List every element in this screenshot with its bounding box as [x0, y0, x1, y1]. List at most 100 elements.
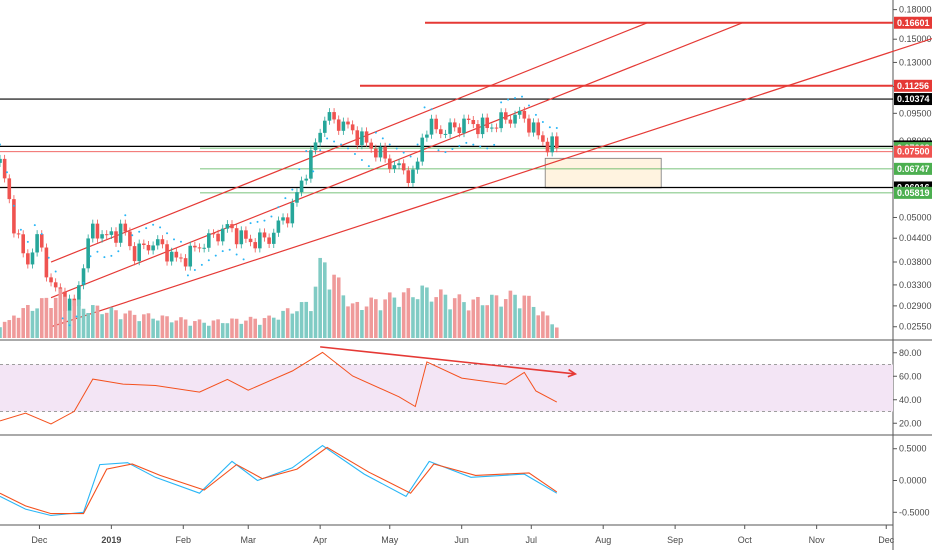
volume-bar [128, 310, 132, 338]
sar-dot [242, 258, 245, 261]
volume-bar [550, 324, 554, 338]
rsi-line [0, 351, 558, 425]
volume-bar [503, 299, 508, 338]
time-tick-label: Sep [667, 535, 683, 545]
sar-dot [333, 140, 336, 143]
candle-body [39, 234, 44, 248]
candle-body [541, 135, 545, 142]
candle-body [485, 117, 489, 129]
price-tick-label: 0.18000 [899, 5, 932, 15]
candle-body [466, 118, 471, 120]
sar-dot [96, 250, 99, 253]
candle-body [531, 122, 536, 133]
sar-dot [0, 143, 1, 146]
volume-bar [531, 306, 536, 338]
candle-body [369, 142, 373, 149]
volume-bar [443, 294, 448, 338]
candle-body [360, 131, 364, 146]
sar-dot [326, 137, 329, 140]
candle-body [378, 146, 383, 158]
volume-bar [137, 321, 141, 338]
volume-bar [91, 305, 95, 338]
volume-bar [188, 325, 193, 338]
volume-bar [39, 298, 44, 338]
volume-bar [244, 320, 248, 338]
candle-body [271, 232, 276, 244]
candle-body [341, 121, 346, 131]
candle-body [517, 110, 522, 115]
candle-body [155, 239, 160, 246]
volume-bar [146, 313, 151, 338]
volume-bar [169, 322, 174, 338]
sar-dot [555, 126, 558, 129]
sar-dot [284, 197, 287, 200]
volume-bar [369, 297, 373, 338]
volume-bar [86, 312, 90, 338]
sar-dot [367, 165, 370, 168]
macd-tick-label: 0.5000 [899, 444, 927, 454]
volume-bar [545, 315, 550, 338]
sar-dot [514, 97, 517, 100]
candle-body [109, 231, 114, 235]
rsi-tick-label: 60.00 [899, 371, 922, 381]
sar-dot [472, 143, 475, 146]
candle-body [179, 257, 183, 259]
volume-bar [397, 306, 401, 338]
volume-bar [299, 302, 304, 338]
volume-bar [35, 308, 39, 338]
volume-bar [462, 302, 466, 338]
price-tick-label: 0.13000 [899, 57, 932, 67]
level-badge-label: 0.07500 [897, 147, 930, 157]
rsi-tick-label: 40.00 [899, 395, 922, 405]
volume-bar [341, 295, 346, 338]
volume-bar [401, 292, 406, 338]
volume-bar [114, 310, 118, 338]
sar-dot [521, 95, 523, 98]
level-badge-label: 0.16601 [897, 18, 930, 28]
candle-body [299, 180, 304, 193]
sar-dot [409, 155, 412, 158]
candle-body [285, 217, 290, 224]
sar-dot [89, 255, 92, 258]
candle-body [146, 244, 151, 251]
sar-dot [388, 143, 391, 146]
volume-bar [285, 308, 290, 338]
candle-body [383, 146, 387, 159]
candle-body [220, 228, 225, 242]
volume-bar [420, 285, 425, 338]
volume-bar [471, 299, 476, 338]
sar-dot [360, 158, 363, 161]
volume-bar [77, 299, 81, 338]
sar-dot [437, 149, 440, 152]
volume-bar [258, 324, 262, 338]
price-tick-label: 0.02550 [899, 322, 932, 332]
candle-body [392, 165, 397, 169]
volume-bar [30, 310, 35, 338]
sar-dot [465, 141, 468, 144]
volume-bar [100, 314, 104, 338]
candle-body [336, 119, 341, 131]
volume-bar [522, 295, 527, 338]
macd-signal-line [0, 446, 558, 515]
candle-body [160, 239, 165, 245]
candle-body [415, 161, 420, 170]
sar-dot [152, 223, 155, 226]
volume-bar [211, 320, 216, 338]
sar-dot [221, 250, 224, 253]
sar-dot [312, 170, 315, 173]
volume-bar [44, 297, 49, 338]
candle-body [49, 277, 53, 283]
volume-bar [527, 295, 531, 338]
candle-body [0, 158, 2, 163]
sar-dot [381, 137, 384, 140]
level-badge [894, 79, 932, 92]
sar-dot [200, 263, 203, 266]
sar-dot [235, 253, 238, 256]
sar-dot [145, 227, 148, 230]
candle-body [332, 112, 336, 120]
volume-bar [304, 301, 309, 338]
sar-dot [541, 121, 544, 124]
level-badge [894, 162, 932, 175]
volume-bar [355, 301, 360, 338]
volume-bar [295, 311, 299, 338]
